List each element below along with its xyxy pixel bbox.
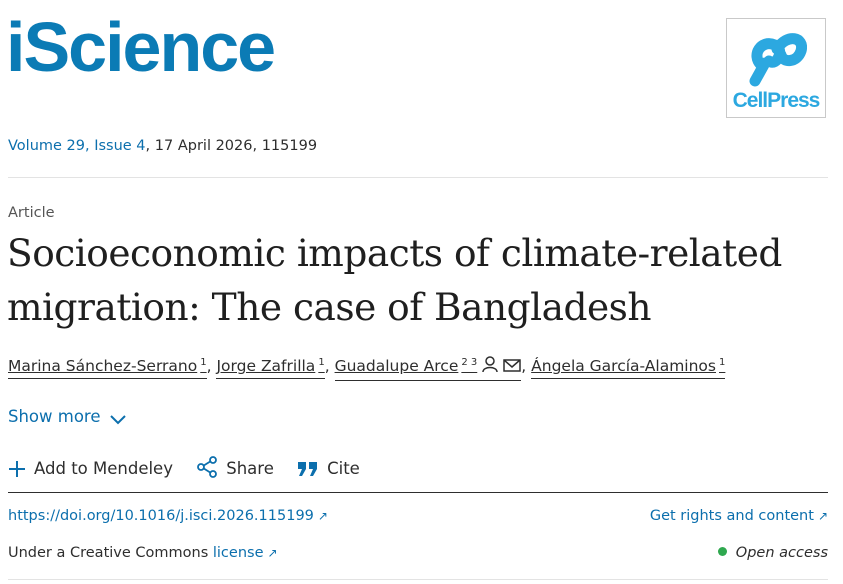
author-list: Marina Sánchez-Serrano 1, Jorge Zafrilla 1… bbox=[8, 356, 726, 381]
cite-label: Cite bbox=[327, 459, 360, 478]
license-prefix: Under a Creative Commons bbox=[8, 545, 213, 561]
journal-logo[interactable]: iScience bbox=[6, 8, 276, 86]
cellpress-logo[interactable]: CellPress bbox=[726, 18, 826, 118]
get-rights-text: Get rights and content bbox=[649, 508, 814, 524]
author-name: Ángela García-Alaminos bbox=[531, 357, 716, 375]
author-affiliation: 2 3 bbox=[461, 357, 478, 368]
person-icon bbox=[481, 356, 499, 377]
license-link[interactable]: license ↗ bbox=[213, 545, 278, 561]
show-more-label: Show more bbox=[8, 407, 101, 426]
author-name: Marina Sánchez-Serrano bbox=[8, 357, 198, 375]
author-name: Jorge Zafrilla bbox=[216, 357, 316, 375]
author-link[interactable]: Jorge Zafrilla 1 bbox=[216, 357, 325, 379]
get-rights-link[interactable]: Get rights and content ↗ bbox=[650, 508, 828, 524]
open-access-badge: Open access bbox=[717, 545, 828, 561]
author-separator: , bbox=[521, 357, 527, 375]
share-label: Share bbox=[226, 459, 274, 478]
author-separator: , bbox=[206, 357, 212, 375]
author-link[interactable]: Marina Sánchez-Serrano 1 bbox=[8, 357, 207, 379]
doi-text: https://doi.org/10.1016/j.isci.2026.1151… bbox=[8, 508, 314, 524]
plus-icon bbox=[9, 461, 25, 477]
article-type: Article bbox=[8, 205, 55, 221]
author-affiliation: 1 bbox=[719, 357, 726, 368]
author-separator: , bbox=[324, 357, 330, 375]
cellpress-wordmark: CellPress bbox=[732, 89, 821, 112]
share-button[interactable]: Share bbox=[196, 456, 274, 478]
mail-icon bbox=[503, 358, 522, 377]
quote-icon bbox=[298, 462, 318, 476]
external-link-icon: ↗ bbox=[817, 509, 828, 523]
article-title: Socioeconomic impacts of climate-related… bbox=[7, 231, 782, 329]
issue-date: , 17 April 2026, 115199 bbox=[145, 138, 318, 154]
license-row: Under a Creative Commons license ↗ Open a… bbox=[8, 545, 828, 561]
status-dot bbox=[717, 547, 727, 556]
add-to-mendeley-label: Add to Mendeley bbox=[34, 459, 173, 478]
doi-link[interactable]: https://doi.org/10.1016/j.isci.2026.1151… bbox=[8, 508, 328, 524]
divider bbox=[8, 177, 828, 178]
author-affiliation: 1 bbox=[200, 357, 207, 368]
author-link[interactable]: Guadalupe Arce 2 3 bbox=[334, 356, 522, 381]
author-link[interactable]: Ángela García-Alaminos 1 bbox=[531, 357, 726, 379]
divider bbox=[8, 492, 828, 493]
external-link-icon: ↗ bbox=[267, 546, 278, 560]
cite-button[interactable]: Cite bbox=[297, 459, 360, 478]
article-actions: Add to Mendeley Share Cite bbox=[8, 456, 378, 478]
chevron-down-icon bbox=[109, 415, 126, 425]
share-icon bbox=[197, 456, 218, 478]
author-name: Guadalupe Arce bbox=[334, 357, 459, 375]
issue-link[interactable]: Volume 29, Issue 4 bbox=[8, 138, 146, 154]
author-affiliation: 1 bbox=[318, 357, 325, 368]
cellpress-logo-mark bbox=[749, 33, 807, 87]
external-link-icon: ↗ bbox=[317, 509, 328, 523]
divider bbox=[8, 579, 828, 580]
issue-info: Volume 29, Issue 4, 17 April 2026, 11519… bbox=[8, 138, 317, 154]
open-access-label: Open access bbox=[735, 545, 828, 561]
doi-row: https://doi.org/10.1016/j.isci.2026.1151… bbox=[8, 508, 828, 524]
add-to-mendeley-button[interactable]: Add to Mendeley bbox=[8, 459, 173, 478]
show-more-button[interactable]: Show more bbox=[8, 407, 127, 426]
license-link-text: license bbox=[212, 545, 264, 561]
